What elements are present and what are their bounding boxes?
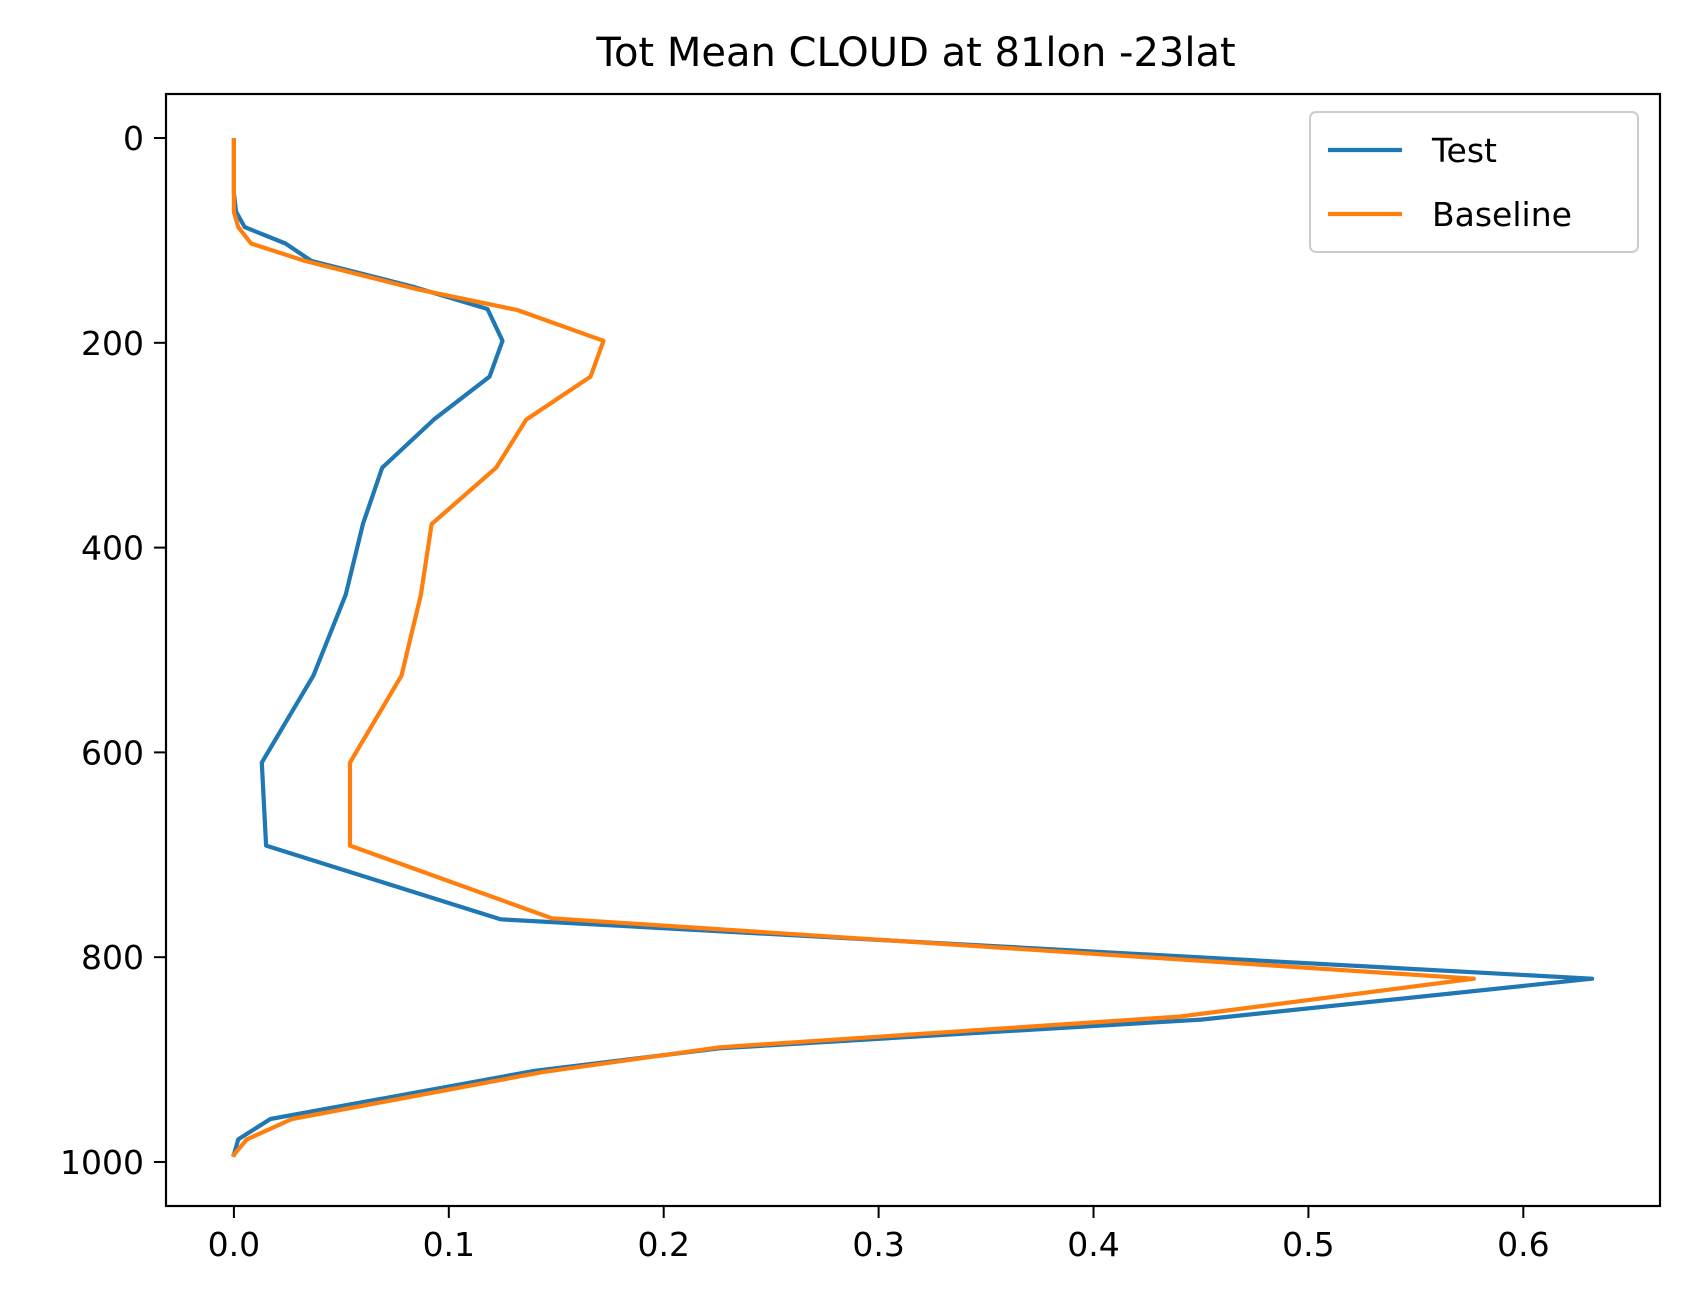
x-tick-label: 0.4 [1067, 1225, 1119, 1264]
x-tick-label: 0.1 [423, 1225, 475, 1264]
legend-label-test: Test [1431, 131, 1497, 170]
series-layer [230, 138, 1595, 1158]
chart-title: Tot Mean CLOUD at 81lon -23lat [595, 30, 1235, 76]
legend-label-baseline: Baseline [1432, 195, 1572, 234]
x-tick-label: 0.3 [852, 1225, 904, 1264]
plot-frame [164, 92, 1662, 1208]
x-tick-label: 0.6 [1497, 1225, 1549, 1264]
x-tick-label: 0.5 [1282, 1225, 1334, 1264]
y-tick-label: 1000 [60, 1143, 144, 1182]
y-tick-label: 400 [81, 529, 144, 568]
x-tick-label: 0.2 [637, 1225, 689, 1264]
y-axis: 0 200 400 600 800 1000 [60, 119, 166, 1182]
y-tick-label: 200 [81, 324, 144, 363]
legend: Test Baseline [1309, 111, 1639, 253]
y-tick-label: 800 [81, 938, 144, 977]
x-tick-label: 0.0 [208, 1225, 260, 1264]
series-line-test [231, 138, 1595, 1158]
series-line-baseline [230, 138, 1477, 1158]
y-tick-label: 0 [123, 119, 144, 158]
legend-box [1309, 111, 1639, 253]
x-axis: 0.0 0.1 0.2 0.3 0.4 0.5 0.6 [208, 1206, 1550, 1264]
y-tick-label: 600 [81, 733, 144, 772]
